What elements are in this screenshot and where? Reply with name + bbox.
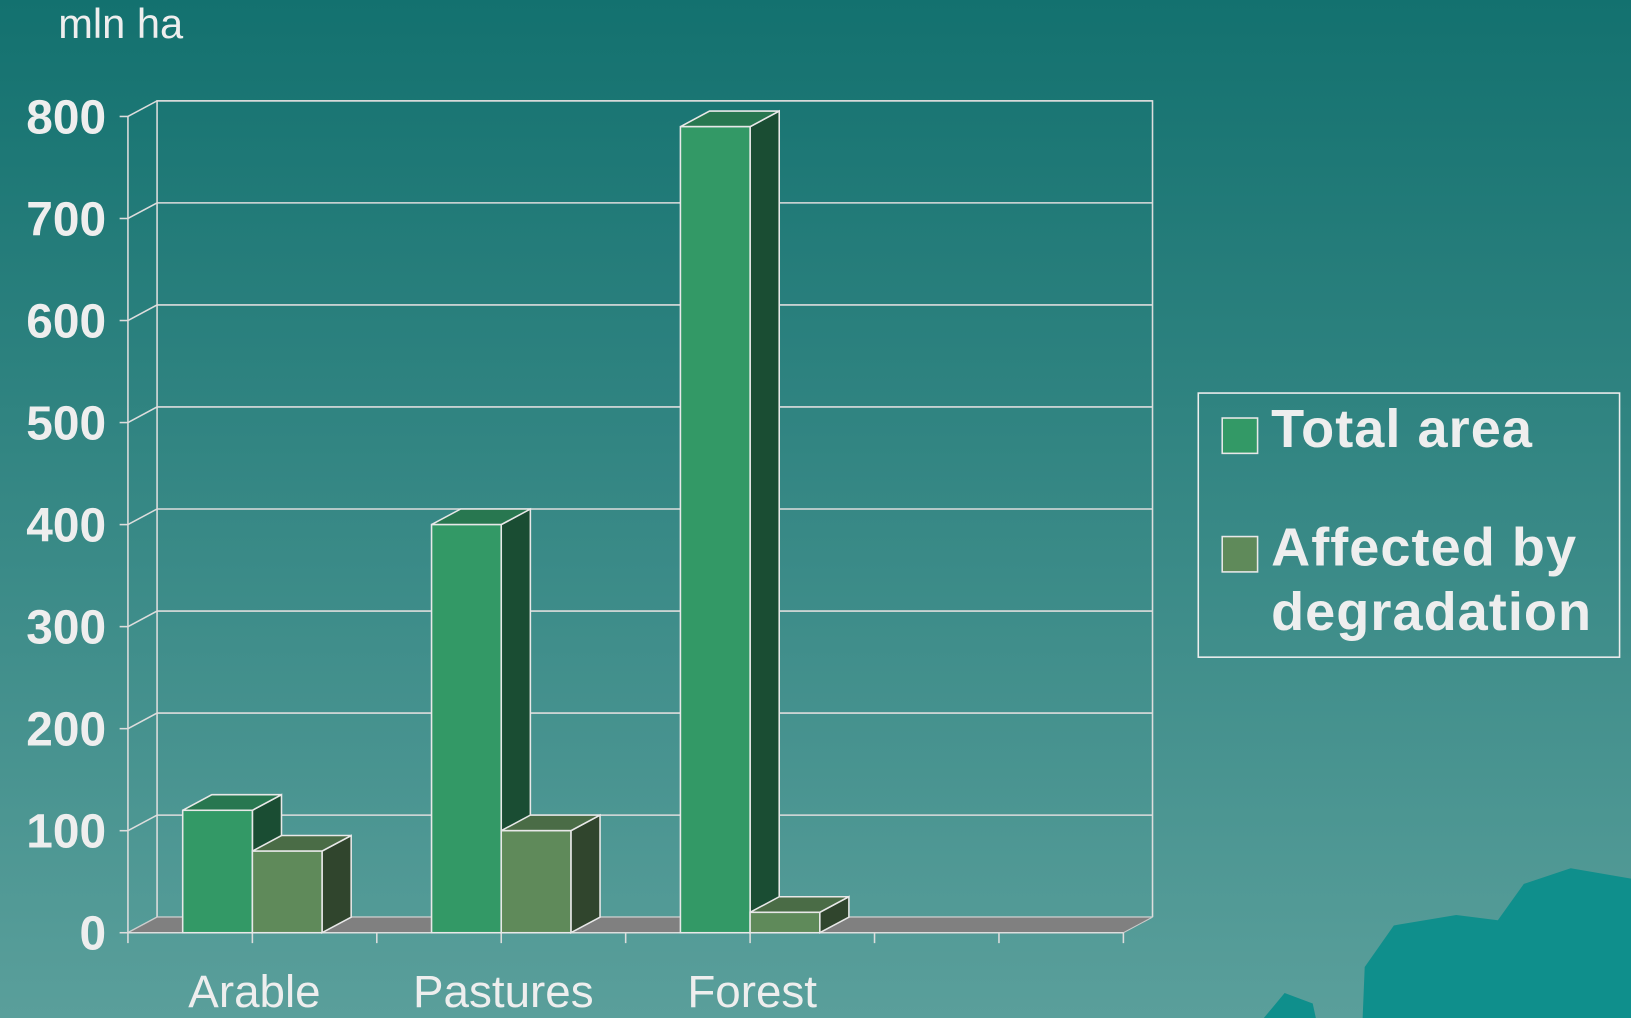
y-tick-label: 400 bbox=[26, 499, 106, 552]
legend-label: Affected by degradation bbox=[1271, 517, 1593, 643]
y-tick-label: 600 bbox=[26, 295, 106, 348]
y-tick-label: 800 bbox=[26, 91, 106, 144]
bar-front bbox=[749, 911, 821, 934]
grid-line bbox=[127, 304, 1153, 322]
grid-line bbox=[127, 100, 1153, 118]
grid-line bbox=[127, 202, 1153, 220]
decoration bbox=[1362, 868, 1631, 1018]
y-tick-label: 0 bbox=[79, 908, 106, 961]
legend-label: Total area bbox=[1271, 399, 1534, 460]
y-axis-label: mln ha bbox=[58, 0, 184, 47]
bar bbox=[679, 109, 781, 935]
grid-line bbox=[127, 406, 1153, 424]
x-tick-label: Pastures bbox=[413, 966, 594, 1017]
grid-line bbox=[127, 814, 1153, 832]
decoration bbox=[1263, 993, 1316, 1018]
bar bbox=[430, 507, 532, 935]
legend-item: Affected by degradation bbox=[1271, 517, 1593, 643]
bar-front bbox=[430, 523, 503, 934]
legend-swatch bbox=[1221, 417, 1259, 455]
y-tick-label: 100 bbox=[26, 806, 106, 859]
x-tick-label: Forest bbox=[687, 966, 817, 1017]
grid-line bbox=[127, 610, 1153, 628]
bar-side bbox=[749, 109, 781, 935]
y-tick-label: 300 bbox=[26, 601, 106, 654]
bar-front bbox=[500, 829, 572, 934]
grid-line bbox=[127, 712, 1153, 730]
y-tick-label: 200 bbox=[26, 703, 106, 756]
x-tick-label: Arable bbox=[188, 966, 320, 1017]
bar-front bbox=[679, 125, 751, 934]
legend-box bbox=[1197, 392, 1621, 658]
bar-side bbox=[570, 813, 601, 935]
y-tick-label: 500 bbox=[26, 397, 106, 450]
bar bbox=[500, 813, 601, 935]
legend-item: Total area bbox=[1271, 399, 1534, 460]
legend-swatch bbox=[1221, 535, 1259, 573]
bar bbox=[251, 834, 352, 935]
bar-front bbox=[251, 850, 323, 934]
y-tick-label: 700 bbox=[26, 193, 106, 246]
grid-line bbox=[127, 508, 1153, 526]
bar-front bbox=[181, 809, 254, 934]
bar bbox=[749, 895, 850, 935]
bar-side bbox=[321, 834, 352, 935]
